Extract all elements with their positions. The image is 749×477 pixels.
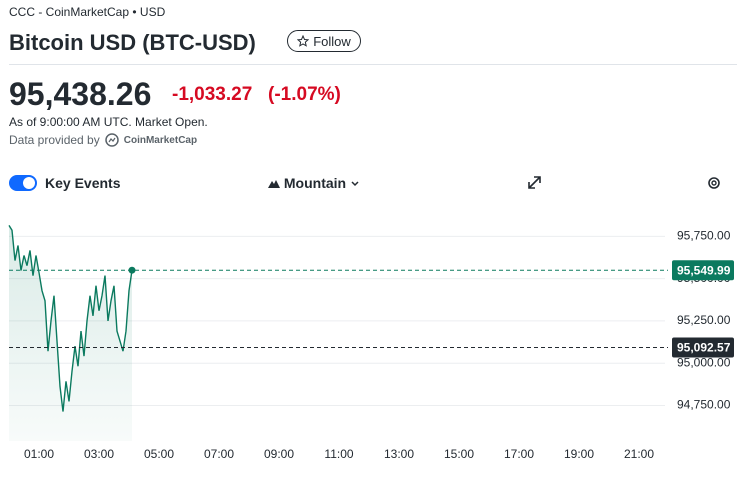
expand-icon[interactable] bbox=[528, 176, 541, 189]
key-events-label: Key Events bbox=[45, 175, 121, 191]
reference-label-box bbox=[672, 260, 734, 281]
provider: CoinMarketCap bbox=[123, 134, 198, 146]
as-of: As of 9:00:00 AM UTC. Market Open. bbox=[9, 115, 208, 129]
key-events-toggle[interactable] bbox=[9, 175, 37, 191]
title: Bitcoin USD (BTC-USD) bbox=[9, 30, 256, 55]
x-tick-label: 09:00 bbox=[264, 447, 294, 461]
chart-style-label: Mountain bbox=[283, 175, 347, 191]
x-tick-label: 07:00 bbox=[204, 447, 234, 461]
reference-label: 95,092.57 bbox=[677, 341, 731, 355]
follow-label: Follow bbox=[313, 33, 351, 49]
x-tick-label: 01:00 bbox=[24, 447, 54, 461]
price-change: -1,033.27 bbox=[172, 84, 253, 105]
reference-label-box bbox=[672, 337, 734, 358]
provider-row: Data provided by CoinMarketCap bbox=[9, 133, 197, 147]
price: 95,438.26 bbox=[9, 76, 152, 112]
x-tick-label: 03:00 bbox=[84, 447, 114, 461]
y-tick-label: 94,750.00 bbox=[677, 398, 731, 412]
separator bbox=[9, 64, 737, 65]
x-tick-label: 05:00 bbox=[144, 447, 174, 461]
chevron-icon bbox=[351, 181, 359, 187]
chart-style-dropdown[interactable]: Mountain bbox=[268, 175, 360, 191]
price-line bbox=[8, 225, 133, 412]
x-tick-label: 11:00 bbox=[324, 447, 353, 461]
follow-button[interactable]: Follow bbox=[287, 30, 361, 52]
mountain-icon bbox=[268, 180, 280, 188]
area bbox=[9, 225, 132, 441]
settings-icon[interactable] bbox=[708, 177, 720, 189]
price-change-percent: (-1.07%) bbox=[268, 84, 341, 105]
y-tick-label: 95,250.00 bbox=[677, 313, 731, 327]
x-tick-label: 21:00 bbox=[624, 447, 654, 461]
y-tick-label: 95,000.00 bbox=[677, 355, 731, 369]
provider-logo bbox=[104, 133, 119, 147]
y-tick-label: 95,750.00 bbox=[677, 229, 731, 243]
provided-by: Data provided by bbox=[9, 133, 100, 147]
star-icon bbox=[297, 35, 310, 47]
reference-label: 95,549.99 bbox=[677, 263, 731, 277]
x-tick-label: 19:00 bbox=[564, 447, 594, 461]
x-tick-label: 13:00 bbox=[384, 447, 414, 461]
breadcrumb: CCC - CoinMarketCap • USD bbox=[9, 5, 166, 19]
x-tick-label: 17:00 bbox=[504, 447, 534, 461]
x-tick-label: 15:00 bbox=[444, 447, 474, 461]
